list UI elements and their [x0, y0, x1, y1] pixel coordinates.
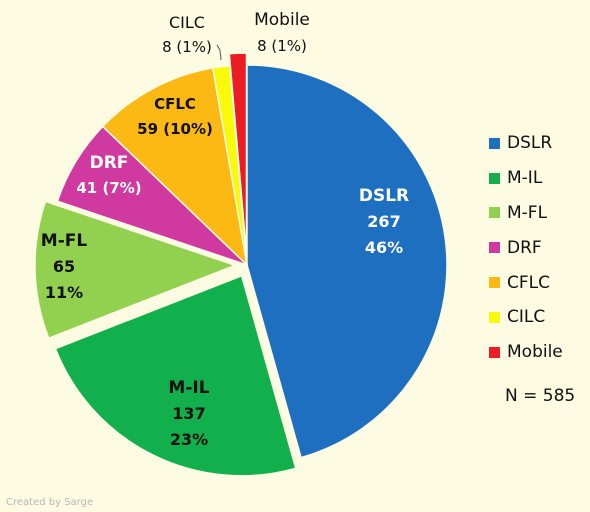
data-label-m-fl-name: M-FL [41, 231, 88, 251]
pie-slice-cflc [101, 67, 249, 268]
data-label-dslr-value: 267 [367, 212, 400, 231]
legend-label-mobile: Mobile [507, 342, 563, 363]
legend-swatch-cflc [489, 277, 500, 289]
pie-slice-m-fl [34, 200, 238, 340]
data-label-m-fl-percent: 11% [45, 283, 83, 302]
legend-swatch-drf [489, 242, 500, 254]
legend-swatch-mobile [489, 346, 500, 358]
legend-label-drf: DRF [507, 237, 542, 258]
legend-item-m-il: M-IL [489, 161, 563, 196]
legend-item-m-fl: M-FL [489, 196, 563, 231]
data-label-dslr-name: DSLR [359, 186, 409, 206]
data-label-m-il-name: M-IL [168, 378, 209, 398]
data-label-drf-value-percent: 41 (7%) [76, 179, 141, 197]
legend-swatch-cilc [489, 311, 500, 323]
legend: DSLR M-IL M-FL DRF CFLC CILC Mobile [489, 126, 563, 370]
leader-line-cilc [216, 44, 222, 61]
data-label-m-il-value: 137 [172, 404, 205, 423]
legend-item-mobile: Mobile [489, 335, 563, 370]
data-label-cilc-name: CILC [169, 13, 205, 32]
legend-label-m-il: M-IL [507, 168, 543, 189]
pie-slice-m-il [54, 274, 297, 477]
legend-label-dslr: DSLR [507, 133, 553, 154]
legend-swatch-m-il [489, 172, 500, 184]
data-label-drf-name: DRF [90, 153, 129, 173]
data-label-cilc-value-percent: 8 (1%) [162, 38, 212, 56]
legend-item-cilc: CILC [489, 300, 563, 335]
data-label-dslr-percent: 46% [365, 238, 403, 257]
sample-size-label: N = 585 [505, 386, 576, 406]
data-label-mobile-name: Mobile [254, 10, 310, 30]
legend-item-drf: DRF [489, 230, 563, 265]
legend-swatch-dslr [489, 137, 500, 149]
data-label-cflc-name: CFLC [154, 95, 196, 113]
legend-label-cilc: CILC [507, 307, 546, 328]
pie-slice-dslr [246, 64, 448, 459]
legend-swatch-m-fl [489, 207, 500, 219]
data-label-m-il-percent: 23% [170, 430, 208, 449]
data-label-mobile-value-percent: 8 (1%) [257, 37, 307, 55]
data-label-cflc-value-percent: 59 (10%) [137, 120, 213, 138]
data-label-m-fl-value: 65 [53, 257, 75, 276]
legend-label-cflc: CFLC [507, 272, 550, 293]
legend-item-dslr: DSLR [489, 126, 563, 161]
legend-item-cflc: CFLC [489, 265, 563, 300]
pie-slice-mobile [228, 52, 248, 254]
legend-label-m-fl: M-FL [507, 202, 548, 223]
credit-text: Created by Sarge [6, 497, 94, 508]
